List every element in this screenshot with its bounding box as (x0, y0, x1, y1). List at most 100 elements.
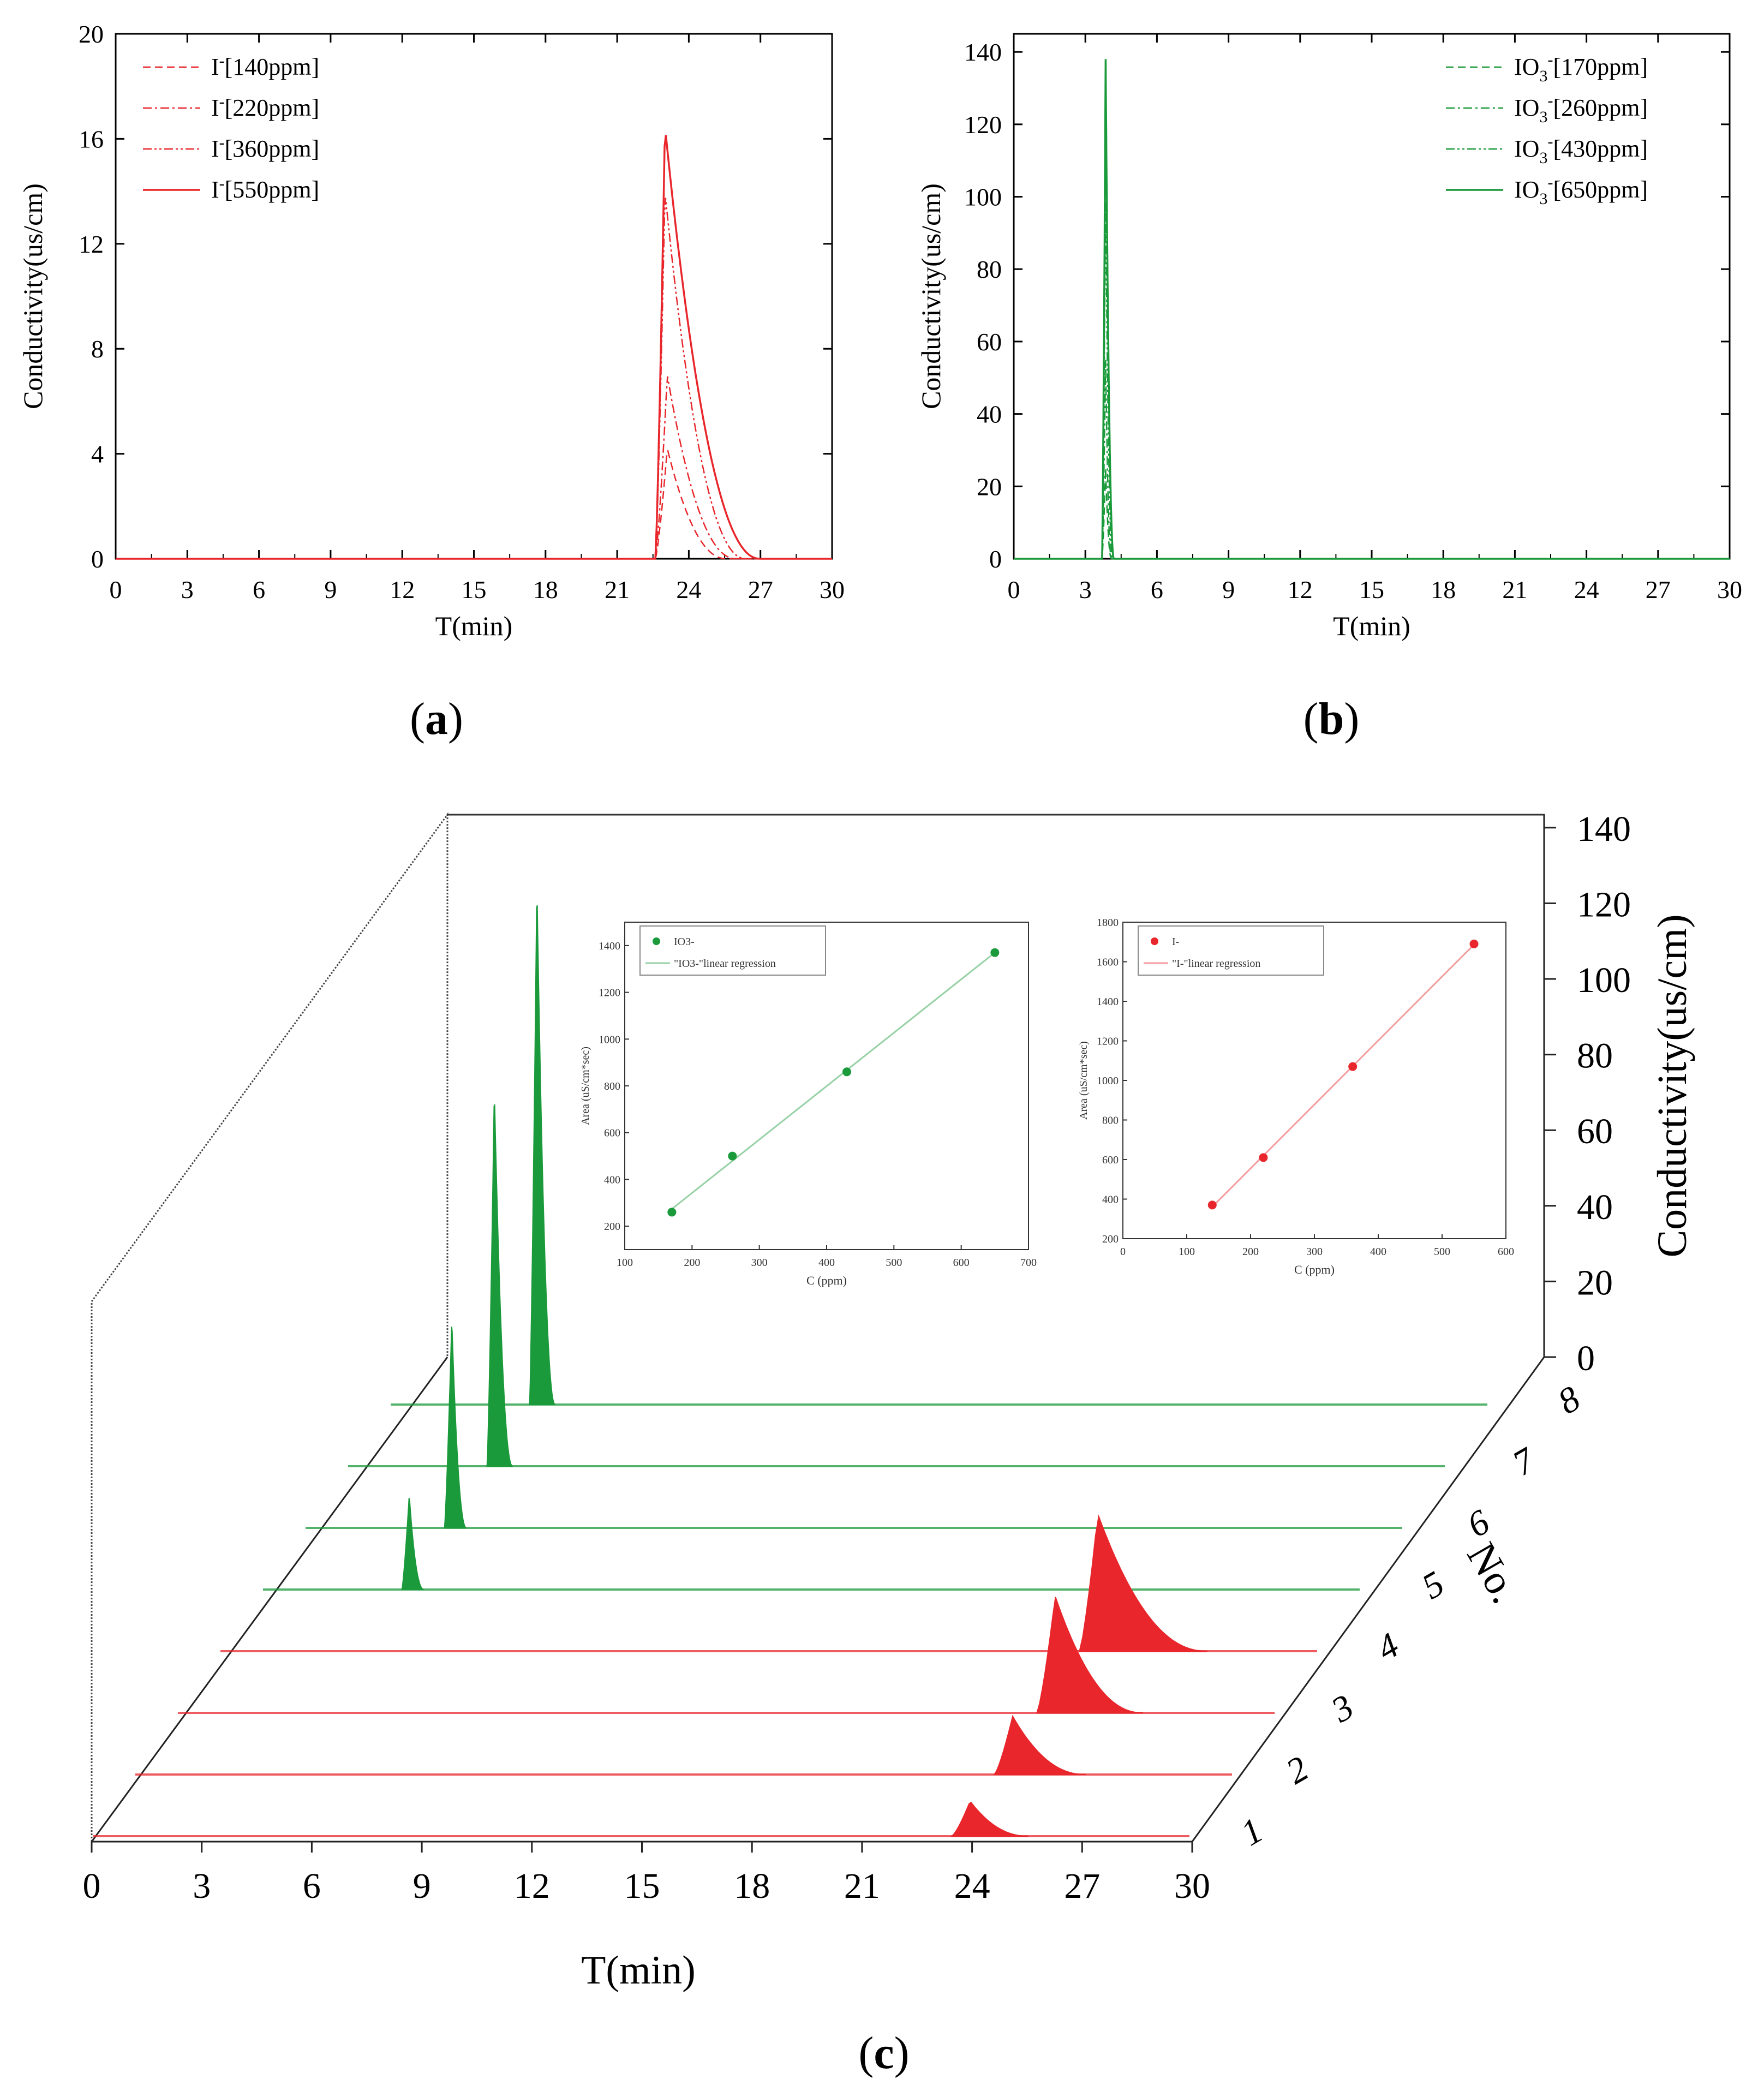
c-inset-io3-xtick-label: 200 (684, 1257, 700, 1269)
panel-a-letter: a (425, 694, 448, 744)
b-legend-label-2: IO3-[260ppm] (1514, 92, 1648, 126)
b-ytick-label: 60 (977, 328, 1002, 356)
c-inset-io3-legend-box (639, 925, 826, 976)
c-xtick-label: 15 (624, 1866, 660, 1906)
c-inset-i-regression-line (1211, 943, 1475, 1208)
c-xtick-label: 12 (514, 1866, 550, 1906)
c-ztick-label: 40 (1577, 1187, 1613, 1227)
a-xtick-label: 6 (253, 576, 265, 604)
c-no-label-8: 8 (1551, 1378, 1587, 1422)
c-trace-peak-2 (993, 1714, 1086, 1775)
b-legend-label-4: IO3-[650ppm] (1514, 174, 1648, 208)
c-inset-i-point (1348, 1062, 1358, 1071)
panel-a-chart: 0 3 6 9 12 15 18 21 24 27 30 0 4 8 12 16 20 T(min) Conduct… (17, 20, 845, 641)
a-xtick-label: 3 (181, 576, 194, 604)
c-inset-i-ytick-label: 200 (1102, 1233, 1119, 1245)
c-inset-i-xtick-label: 600 (1498, 1246, 1514, 1258)
a-xtick-label: 0 (110, 576, 122, 604)
c-inset-i-ytick-label: 1000 (1097, 1075, 1119, 1087)
a-series-line-1 (116, 449, 832, 560)
a-ytick-label: 12 (79, 230, 104, 258)
a-xtick-label: 12 (390, 576, 415, 604)
b-xtick-label: 24 (1574, 576, 1599, 604)
c-inset-io3-ylabel: Area (uS/cm*sec) (579, 1047, 591, 1125)
c-inset-io3-regression-line (671, 952, 996, 1210)
b-legend-label-3: IO3-[430ppm] (1514, 133, 1648, 167)
c-trace-peak-3 (1036, 1597, 1143, 1713)
c-inset-i-ytick-label: 600 (1102, 1154, 1119, 1166)
a-legend: I-[140ppm] I-[220ppm] I-[360ppm] I-[550ppm] (143, 52, 319, 203)
panel-a-caption: (a) (410, 694, 463, 744)
c-inset-io3-ytick-label: 1000 (599, 1033, 620, 1046)
a-xtick-label: 24 (676, 576, 701, 604)
b-xtick-label: 15 (1359, 576, 1384, 604)
c-inset-io3-ytick-label: 800 (604, 1080, 620, 1092)
c-inset-i-point (1207, 1200, 1217, 1210)
b-xtick-label: 6 (1151, 576, 1163, 604)
c-inset-i-legend-label-2: "I-"linear regression (1172, 958, 1260, 970)
c-ztick-label: 140 (1577, 809, 1631, 849)
c-xtick-label: 18 (734, 1866, 770, 1906)
a-xtick-label: 21 (605, 576, 630, 604)
c-depth-axis-left (91, 1357, 449, 1842)
c-inset-io3-ytick-label: 1400 (599, 940, 620, 952)
a-legend-label-3: I-[360ppm] (211, 134, 319, 162)
c-xtick-label: 0 (83, 1866, 101, 1906)
b-xtick-label: 27 (1646, 576, 1671, 604)
b-xtick-label: 30 (1717, 576, 1742, 604)
c-xlabel: T(min) (581, 1948, 696, 1993)
b-series-line-1 (1014, 468, 1730, 560)
c-inset-i-xlabel: C (ppm) (1294, 1263, 1335, 1276)
c-ztick-label: 80 (1577, 1036, 1613, 1076)
b-series-line-4 (1014, 59, 1730, 560)
c-inset-i-point (1259, 1153, 1268, 1162)
c-xtick-label: 30 (1174, 1866, 1210, 1906)
a-series-line-4 (116, 135, 832, 560)
c-no-label-5: 5 (1415, 1563, 1451, 1607)
c-no-label-7: 7 (1506, 1439, 1543, 1484)
c-xtick-label: 3 (193, 1866, 211, 1906)
a-plot-frame (115, 33, 833, 560)
c-inset-iodide-calibration: 0 100 200 300 400 500 600 200 400 600 800 1000 1200 1… (1078, 917, 1514, 1276)
c-trace-peak-6 (444, 1327, 467, 1528)
c-inset-i-ytick-label: 1600 (1097, 957, 1119, 969)
c-inset-io3-legend-label-1: IO3- (674, 936, 695, 948)
b-ytick-label: 0 (989, 545, 1002, 573)
c-ztick-label: 100 (1577, 960, 1631, 1000)
c-xtick-label: 27 (1064, 1866, 1100, 1906)
c-ztick-label: 20 (1577, 1263, 1613, 1303)
c-trace-peak-5 (401, 1498, 424, 1590)
a-xtick-label: 27 (748, 576, 773, 604)
a-ytick-label: 4 (91, 440, 104, 468)
a-xlabel: T(min) (435, 611, 513, 641)
c-no-label-3: 3 (1324, 1687, 1360, 1730)
b-ytick-label: 100 (964, 183, 1002, 211)
c-ztick-label: 120 (1577, 885, 1631, 924)
a-ylabel: Conductivity(us/cm) (17, 183, 48, 409)
c-ztick-label: 60 (1577, 1112, 1613, 1151)
c-zlabel: Conductivity(us/cm) (1649, 914, 1695, 1257)
c-inset-i-xtick-label: 200 (1242, 1246, 1259, 1258)
c-inset-i-point (1469, 939, 1479, 948)
b-xtick-label: 18 (1431, 576, 1456, 604)
c-inset-io3-point (842, 1067, 851, 1077)
c-inset-io3-legend-label-2: "IO3-"linear regression (674, 958, 776, 970)
c-inset-io3-ytick-label: 600 (604, 1127, 620, 1139)
panel-c-caption: (c) (858, 2028, 909, 2078)
c-box-left-wall (91, 812, 449, 1842)
c-inset-iodate-calibration: 100 200 300 400 500 600 700 200 400 600 800 1000 120… (579, 922, 1037, 1287)
c-inset-io3-xtick-label: 300 (751, 1257, 768, 1269)
c-inset-io3-xlabel: C (ppm) (806, 1274, 847, 1287)
c-inset-io3-point (990, 948, 1000, 957)
b-xtick-label: 3 (1079, 576, 1092, 604)
panel-c-chart: 0 3 6 9 12 15 18 21 24 27 30T(min)0204060801001201… (83, 809, 1696, 1993)
a-xtick-label: 30 (820, 576, 845, 604)
c-no-label-2: 2 (1279, 1748, 1315, 1792)
b-series-line-2 (1014, 360, 1730, 560)
a-xtick-label: 9 (324, 576, 337, 604)
c-inset-i-ytick-label: 1400 (1097, 996, 1119, 1008)
c-inset-io3-point (728, 1151, 737, 1161)
c-inset-io3-xtick-label: 700 (1020, 1257, 1037, 1269)
c-xtick-label: 24 (954, 1866, 990, 1906)
b-ylabel: Conductivity(us/cm) (916, 183, 946, 409)
